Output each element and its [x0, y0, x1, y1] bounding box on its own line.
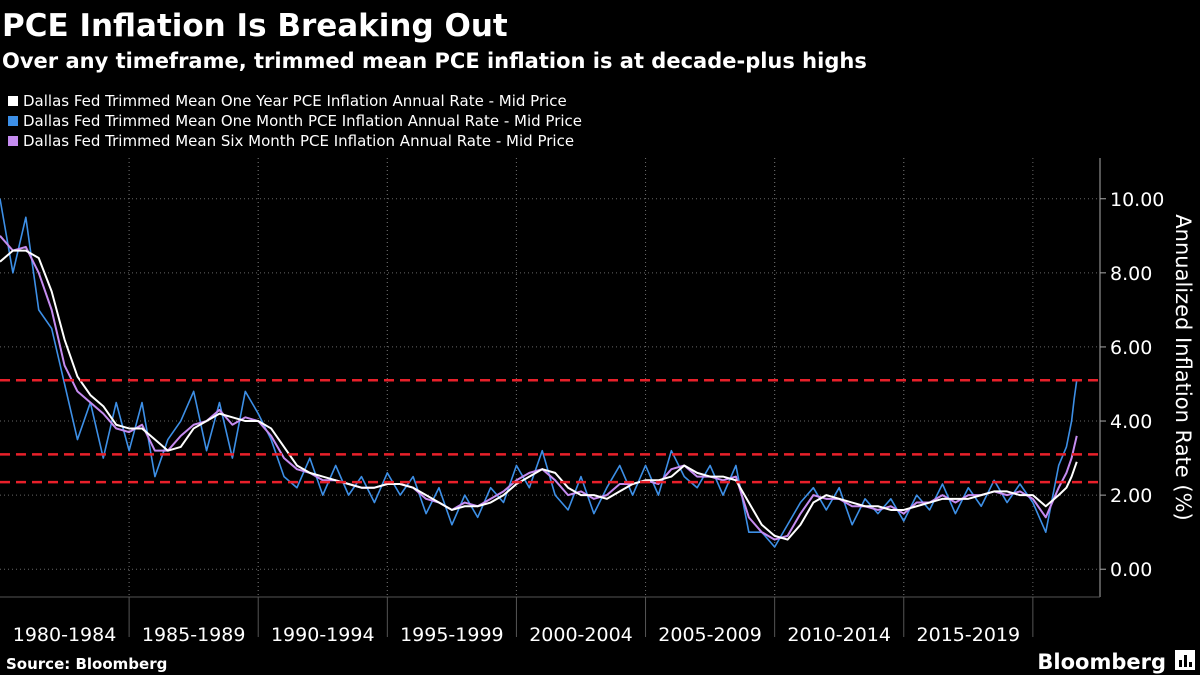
series-line	[0, 249, 1078, 541]
source: Source: Bloomberg	[6, 655, 167, 673]
x-tick-label: 2000-2004	[529, 624, 633, 646]
y-axis-label: Annualized Inflation Rate (%)	[1171, 214, 1195, 520]
y-tick-label: 0.00	[1110, 559, 1152, 581]
y-tick-label: 8.00	[1110, 263, 1152, 285]
legend-swatch	[8, 116, 18, 126]
x-tick-label: 1985-1989	[142, 624, 246, 646]
y-tick-label: 6.00	[1110, 337, 1152, 359]
x-tick-label: 1980-1984	[13, 624, 117, 646]
x-tick-label: 1990-1994	[271, 624, 375, 646]
brand-icon	[1175, 650, 1195, 670]
legend-label: Dallas Fed Trimmed Mean Six Month PCE In…	[23, 132, 574, 150]
chart-title: PCE Inflation Is Breaking Out	[2, 8, 508, 44]
x-tick-label: 2005-2009	[658, 624, 762, 646]
y-tick-label: 10.00	[1110, 189, 1164, 211]
legend-swatch	[8, 136, 18, 146]
y-tick-label: 2.00	[1110, 485, 1152, 507]
series-line	[0, 198, 1078, 548]
x-tick-label: 1995-1999	[400, 624, 504, 646]
legend-label: Dallas Fed Trimmed Mean One Month PCE In…	[23, 112, 582, 130]
legend-label: Dallas Fed Trimmed Mean One Year PCE Inf…	[23, 92, 567, 110]
brand: Bloomberg	[1037, 650, 1166, 674]
x-tick-label: 2010-2014	[787, 624, 891, 646]
chart-subtitle: Over any timeframe, trimmed mean PCE inf…	[2, 49, 867, 73]
legend-swatch	[8, 96, 18, 106]
series-line	[0, 235, 1078, 541]
y-tick-label: 4.00	[1110, 411, 1152, 433]
x-tick-label: 2015-2019	[917, 624, 1021, 646]
